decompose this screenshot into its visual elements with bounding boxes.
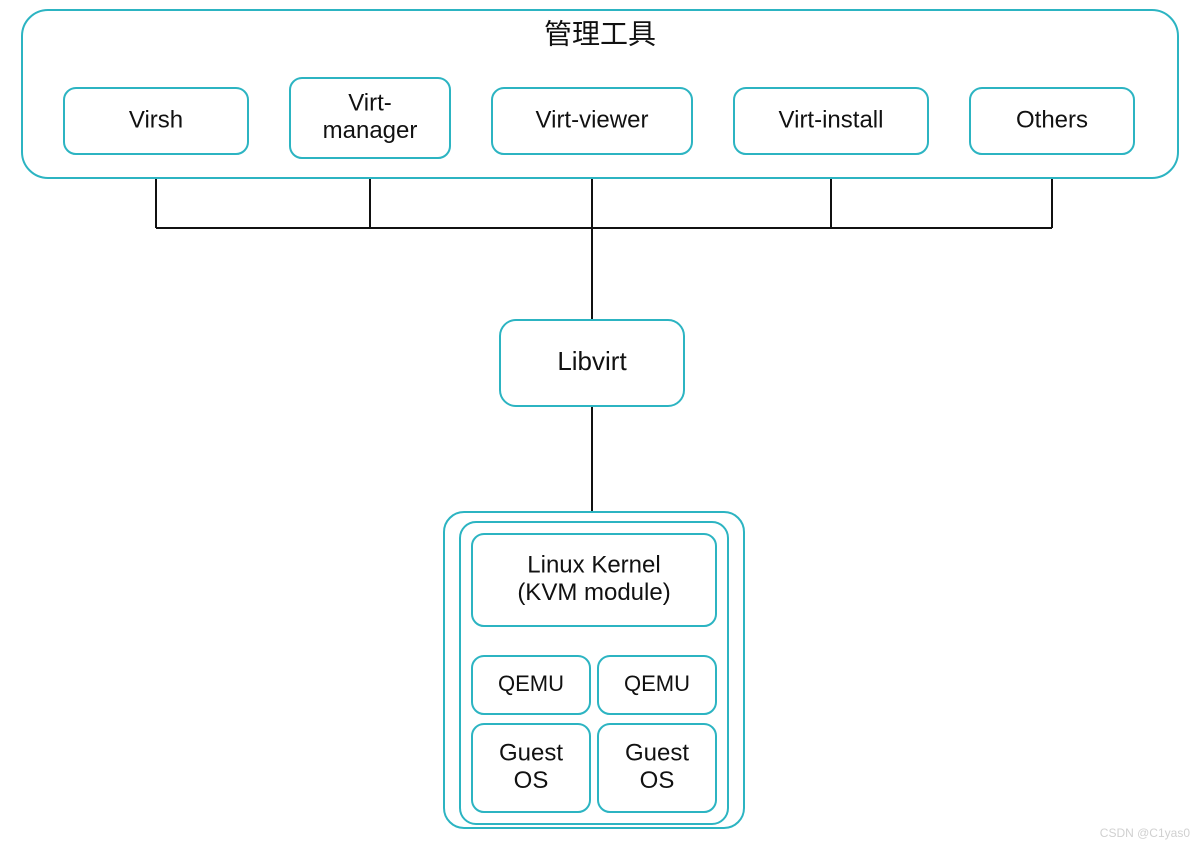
node-label: Guest bbox=[499, 740, 563, 767]
node-label: Virt- bbox=[348, 90, 392, 117]
node-virt-viewer: Virt-viewer bbox=[492, 88, 692, 154]
node-label: Linux Kernel bbox=[527, 552, 660, 579]
node-others: Others bbox=[970, 88, 1134, 154]
node-label: OS bbox=[514, 767, 549, 794]
node-qemu2: QEMU bbox=[598, 656, 716, 714]
watermark: CSDN @C1yas0 bbox=[1100, 826, 1190, 840]
node-guest1: GuestOS bbox=[472, 724, 590, 812]
node-qemu1: QEMU bbox=[472, 656, 590, 714]
node-virt-install: Virt-install bbox=[734, 88, 928, 154]
node-label: QEMU bbox=[498, 671, 564, 696]
node-libvirt: Libvirt bbox=[500, 320, 684, 406]
node-linux_kernel: Linux Kernel(KVM module) bbox=[472, 534, 716, 626]
node-label: Guest bbox=[625, 740, 689, 767]
node-guest2: GuestOS bbox=[598, 724, 716, 812]
node-label: Virt-install bbox=[779, 106, 884, 133]
node-virt-manager: Virt-manager bbox=[290, 78, 450, 158]
node-label: (KVM module) bbox=[517, 579, 670, 606]
node-label: Virsh bbox=[129, 106, 183, 133]
node-label: Libvirt bbox=[557, 346, 627, 376]
node-virsh: Virsh bbox=[64, 88, 248, 154]
node-label: QEMU bbox=[624, 671, 690, 696]
node-label: Virt-viewer bbox=[536, 106, 649, 133]
node-mgmt_title: 管理工具 bbox=[544, 18, 656, 49]
node-label: manager bbox=[323, 117, 418, 144]
node-label: OS bbox=[640, 767, 675, 794]
node-label: Others bbox=[1016, 106, 1088, 133]
node-label: 管理工具 bbox=[544, 18, 656, 49]
